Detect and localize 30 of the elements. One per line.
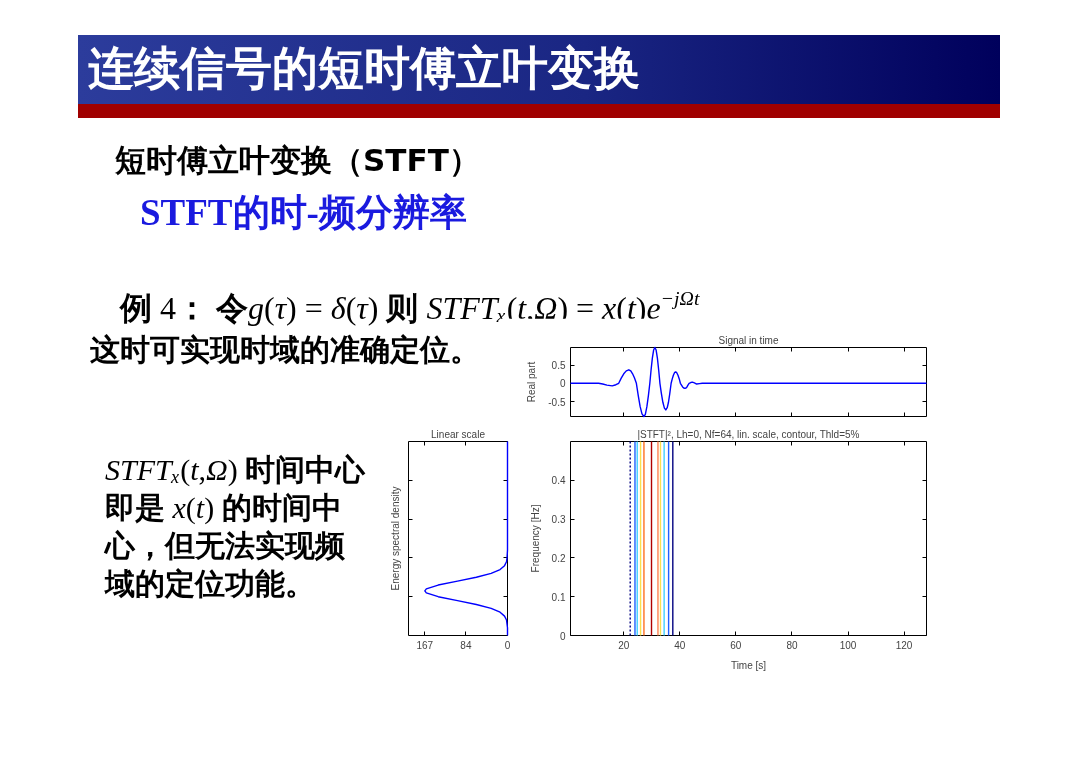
x-tick-label: 40 — [674, 639, 686, 651]
y-axis-title: Real part — [526, 361, 538, 403]
y-axis-title: Energy spectral density — [389, 486, 401, 591]
x-tick-label: 120 — [895, 639, 913, 651]
text: 短时傅立叶变换（STFT） — [115, 142, 480, 178]
x-tick-label: 20 — [618, 639, 630, 651]
x-tick-label: 0 — [504, 639, 511, 651]
x-tick-label: 84 — [460, 639, 472, 651]
line-series — [569, 346, 928, 418]
y-tick-label: 0.4 — [551, 475, 566, 487]
chart-title: |STFT|², Lh=0, Nf=64, lin. scale, contour, Thld=5% — [637, 429, 860, 440]
y-tick-label: 0.3 — [551, 514, 566, 526]
x-tick-label: 80 — [786, 639, 798, 651]
y-tick-label: 0.1 — [551, 591, 566, 603]
x-axis-title: Time [s] — [730, 659, 767, 671]
chart-title: Linear scale — [431, 429, 486, 440]
x-tick-label: 100 — [839, 639, 857, 651]
x-tick-label: 60 — [730, 639, 742, 651]
y-tick-label: 0.2 — [551, 552, 566, 564]
y-tick-label: 0 — [559, 378, 566, 390]
y-tick-label: 0.5 — [551, 360, 566, 372]
text: STFTₓ(t,Ω) 时间中心即是 x(t) 的时间中心，但无法实现频域的定位功能。 — [105, 452, 366, 601]
y-axis-title: Frequency [Hz] — [529, 504, 541, 573]
y-tick-label: 0 — [559, 630, 566, 642]
text: STFT的时-频分辨率 — [140, 191, 467, 234]
text: 连续信号的短时傅立叶变换 — [88, 41, 640, 95]
x-tick-label: 167 — [416, 639, 434, 651]
y-tick-label: -0.5 — [548, 396, 566, 408]
text: 这时可实现时域的准确定位。 — [90, 332, 480, 367]
chart-title: Signal in time — [718, 335, 779, 346]
